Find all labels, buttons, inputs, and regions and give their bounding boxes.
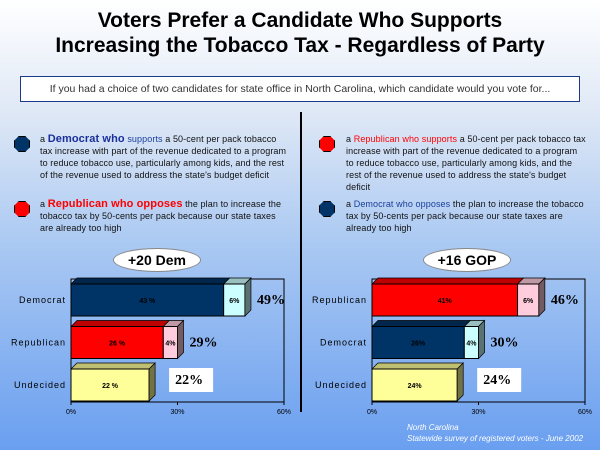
footer: North Carolina Statewide survey of regist… xyxy=(407,422,583,444)
category-label: Democrat xyxy=(19,295,66,305)
bar-value-label: 26 % xyxy=(109,341,126,348)
total-label: 29% xyxy=(190,336,218,351)
t: the plan to increase the tobacco tax by … xyxy=(40,199,282,233)
category-label: Republican xyxy=(312,295,367,305)
bar-top xyxy=(70,277,231,285)
bar-top xyxy=(371,362,465,370)
t: a xyxy=(40,199,48,209)
x-tick-label: 60% xyxy=(277,409,291,416)
t: a 50-cent per pack tobacco tax increase … xyxy=(40,134,287,180)
democrat-bullet-icon xyxy=(319,201,335,217)
t: a xyxy=(346,199,354,209)
party: Republican who supports xyxy=(353,134,458,144)
democrat-bullet-icon xyxy=(14,136,30,152)
footer-line-2: Statewide survey of registered voters - … xyxy=(407,434,584,443)
party: Republican who opposes xyxy=(47,198,183,210)
bar-value-label: 4% xyxy=(165,341,176,348)
bar-top xyxy=(371,320,472,327)
bar-top xyxy=(70,362,156,370)
t: the plan to increase the tobacco tax by … xyxy=(346,199,584,233)
x-tick-label: 0% xyxy=(66,409,76,416)
category-label: Republican xyxy=(11,338,66,348)
total-label: 24% xyxy=(483,373,511,388)
category-label: Undecided xyxy=(14,380,66,390)
bar-segment xyxy=(371,283,519,317)
bar-top xyxy=(70,320,171,327)
total-box xyxy=(477,368,522,392)
party: Democrat who xyxy=(47,133,125,145)
bar-side xyxy=(244,277,252,317)
x-tick-label: 0% xyxy=(367,409,377,416)
bar-value-label: 26% xyxy=(411,341,426,348)
bar-value-label: 22 % xyxy=(102,383,119,390)
title-line-1: Voters Prefer a Candidate Who Supports xyxy=(97,9,503,32)
title-line-2: Increasing the Tobacco Tax - Regardless … xyxy=(55,34,545,57)
bar-value-label: 6% xyxy=(229,298,240,305)
bar-side xyxy=(148,362,156,402)
t: a xyxy=(346,134,354,144)
category-label: Democrat xyxy=(320,338,367,348)
bar-side xyxy=(456,362,464,402)
bar-value-label: 24% xyxy=(408,383,423,390)
x-tick-label: 60% xyxy=(578,409,592,416)
divider xyxy=(300,112,302,412)
party: Democrat who opposes xyxy=(353,199,451,209)
bar-value-label: 41% xyxy=(438,298,453,305)
total-label: 22% xyxy=(175,373,203,388)
total-label: 49% xyxy=(257,293,285,308)
footer-line-1: North Carolina xyxy=(407,423,459,432)
bar-value-label: 6% xyxy=(523,298,534,305)
republican-bullet-icon xyxy=(319,136,335,152)
total-label: 46% xyxy=(551,293,579,308)
total-label: 30% xyxy=(491,336,519,351)
bar-segment xyxy=(70,283,225,317)
bar-top xyxy=(371,277,525,285)
page-title: Voters Prefer a Candidate Who Supports In… xyxy=(0,8,600,58)
category-label: Undecided xyxy=(315,380,367,390)
t: a xyxy=(40,134,48,144)
left-bullet-1: a Democrat who supports a 50-cent per pa… xyxy=(40,133,290,181)
x-tick-label: 30% xyxy=(471,409,485,416)
bar-side xyxy=(478,319,485,360)
bar-value-label: 4% xyxy=(466,341,477,348)
t: a 50-cent per pack tobacco tax increase … xyxy=(346,134,586,192)
bar-side xyxy=(177,319,184,360)
right-bullet-1: a Republican who supports a 50-cent per … xyxy=(346,133,586,193)
republican-bullet-icon xyxy=(14,201,30,217)
total-box xyxy=(169,368,214,392)
stance: supports xyxy=(124,134,163,144)
left-bullet-2: a Republican who opposes the plan to inc… xyxy=(40,198,290,234)
bar-side xyxy=(538,277,546,317)
question-box: If you had a choice of two candidates fo… xyxy=(20,76,580,102)
bar-segment xyxy=(70,326,164,359)
right-margin-badge: +16 GOP xyxy=(423,248,511,272)
x-tick-label: 30% xyxy=(170,409,184,416)
bar-value-label: 43 % xyxy=(139,298,156,305)
left-margin-badge: +20 Dem xyxy=(113,248,201,272)
right-bullet-2: a Democrat who opposes the plan to incre… xyxy=(346,198,586,234)
bar-segment xyxy=(371,326,465,359)
